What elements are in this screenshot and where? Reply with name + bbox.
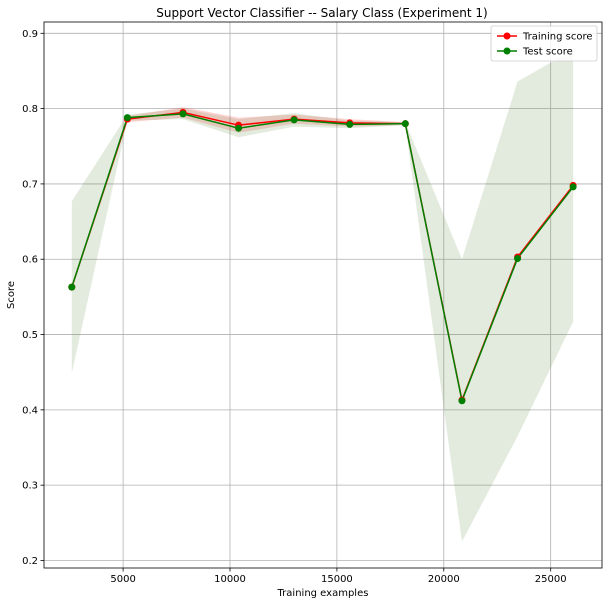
score-points: [68, 108, 577, 405]
legend-label: Test score: [522, 47, 573, 58]
x-tick-label: 10000: [214, 574, 246, 585]
data-point: [346, 120, 354, 128]
score-lines: [71, 111, 574, 404]
x-axis-ticks: 5000 10000 15000 20000 25000: [110, 568, 567, 585]
y-tick-label: 0.3: [22, 481, 38, 492]
x-tick-label: 20000: [428, 574, 460, 585]
x-tick-label: 25000: [535, 574, 567, 585]
x-tick-label: 5000: [110, 574, 135, 585]
data-point: [514, 254, 522, 262]
data-point: [290, 116, 298, 124]
data-point: [569, 183, 577, 191]
grid: [44, 22, 602, 568]
data-point: [123, 114, 131, 122]
y-tick-label: 0.8: [22, 104, 38, 115]
data-point: [179, 110, 187, 118]
y-tick-label: 0.6: [22, 255, 38, 266]
data-point: [235, 124, 243, 132]
score-line: [71, 113, 574, 404]
legend-label: Training score: [522, 32, 593, 43]
score-band: [71, 49, 574, 542]
x-tick-label: 15000: [321, 574, 353, 585]
y-tick-label: 0.2: [22, 556, 38, 567]
chart-title: Support Vector Classifier -- Salary Clas…: [156, 6, 487, 20]
data-point: [458, 397, 466, 405]
y-tick-label: 0.9: [22, 29, 38, 40]
legend-marker: [503, 47, 511, 55]
legend-marker: [503, 32, 511, 40]
data-point: [401, 120, 409, 128]
x-axis-label: Training examples: [277, 588, 369, 599]
y-tick-label: 0.5: [22, 330, 38, 341]
y-tick-label: 0.7: [22, 179, 38, 190]
data-point: [68, 283, 76, 291]
plot-frame: [43, 21, 603, 569]
legend-box: [490, 25, 598, 62]
y-axis-label: Score: [6, 281, 17, 309]
y-axis-ticks: 0.2 0.3 0.4 0.5 0.6 0.7 0.8 0.9: [22, 29, 44, 567]
y-tick-label: 0.4: [22, 405, 38, 416]
legend: Training score Test score: [490, 25, 598, 62]
